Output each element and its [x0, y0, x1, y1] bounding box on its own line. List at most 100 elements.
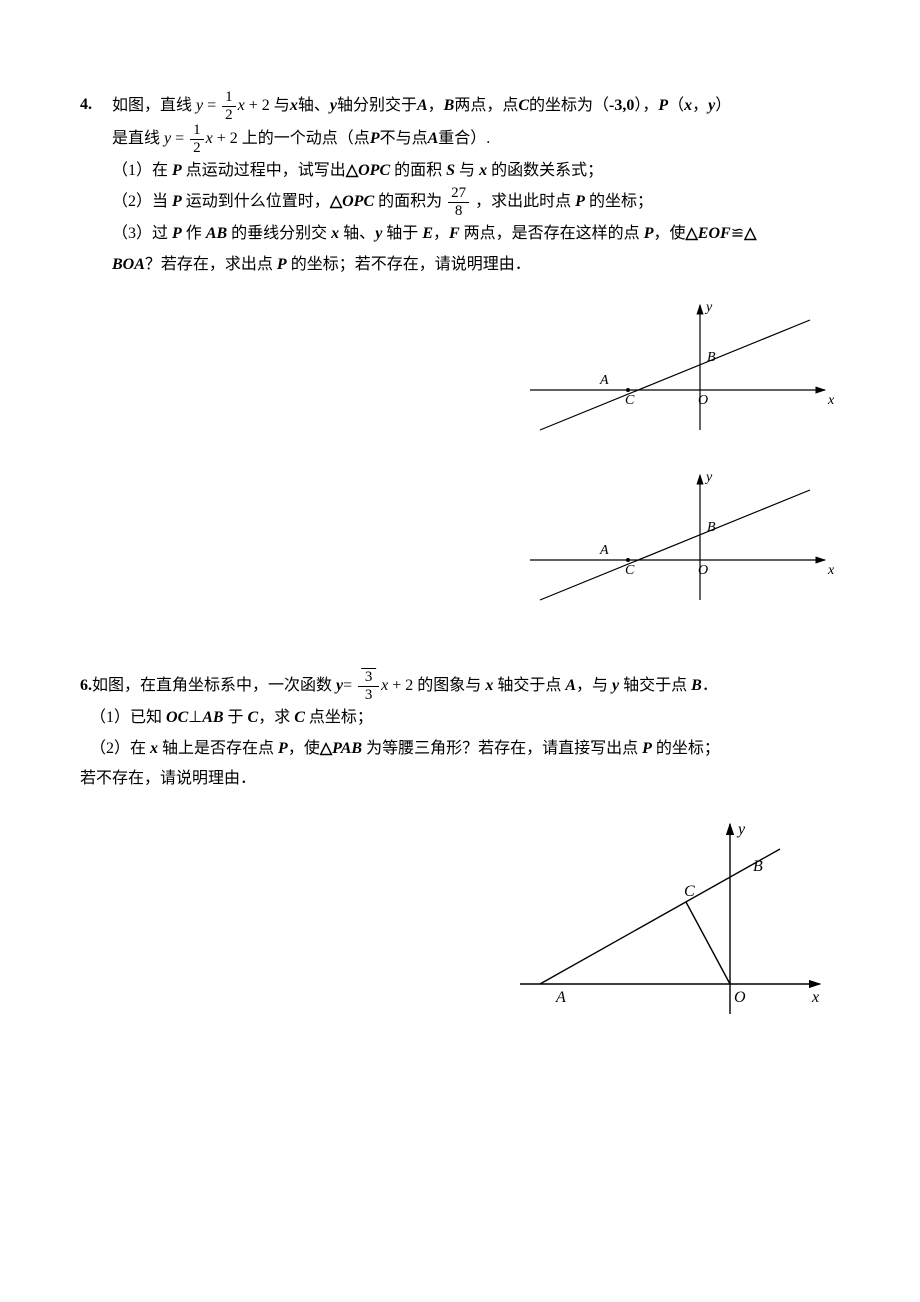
svg-text:A: A: [599, 543, 609, 558]
text: 轴交于点: [619, 677, 691, 694]
text: ，求: [258, 709, 294, 726]
problem-4-line1: 如图，直线 y = 12x + 2 与x轴、y轴分别交于A，B两点，点C的坐标为…: [112, 90, 840, 123]
svg-text:B: B: [707, 520, 716, 535]
problem-4-line2: 是直线 y = 12x + 2 上的一个动点（点P不与点A重合）.: [112, 123, 840, 156]
svg-text:C: C: [625, 393, 635, 408]
text: 的垂线分别交: [227, 225, 331, 242]
text: ，: [433, 225, 449, 242]
text: 2: [222, 107, 236, 123]
text: 轴、: [298, 97, 330, 114]
text: （: [668, 97, 684, 114]
svg-text:B: B: [753, 858, 763, 875]
text: x: [150, 740, 158, 757]
text: 的面积为: [374, 194, 446, 211]
text: 轴上是否存在点: [158, 740, 278, 757]
text: 轴分别交于: [337, 97, 417, 114]
svg-text:x: x: [827, 393, 835, 408]
text: 轴于: [382, 225, 422, 242]
text: P: [575, 194, 585, 211]
text: A: [565, 677, 576, 694]
text: x: [331, 225, 339, 242]
text: OPC: [358, 162, 390, 179]
svg-text:C: C: [625, 563, 635, 578]
text: P: [642, 740, 652, 757]
problem-6-part3: 若不存在，请说明理由．: [80, 764, 840, 794]
problem-4-number: 4.: [80, 90, 112, 120]
text: =: [343, 677, 356, 694]
text: ，求出此时点: [471, 194, 575, 211]
text: 的图象与: [413, 677, 485, 694]
text: ，: [428, 97, 444, 114]
text: △: [744, 225, 756, 242]
text: AB: [206, 225, 227, 242]
text: P: [644, 225, 654, 242]
text: ⊥: [188, 709, 202, 726]
svg-text:x: x: [827, 563, 835, 578]
text: P: [370, 130, 380, 147]
text: + 2: [213, 130, 238, 147]
text: 上的一个动点（点: [242, 130, 370, 147]
text: ，使: [288, 740, 320, 757]
text: P: [172, 225, 182, 242]
text: x: [479, 162, 487, 179]
figure-4b: xyACOB: [510, 460, 840, 610]
text: OC: [166, 709, 188, 726]
svg-text:O: O: [698, 563, 708, 578]
text: 的面积: [390, 162, 446, 179]
text: + 2: [245, 97, 270, 114]
text: ．: [702, 677, 718, 694]
text: B: [691, 677, 702, 694]
text: 于: [224, 709, 248, 726]
text: △: [320, 740, 332, 757]
text: F: [449, 225, 460, 242]
text: x: [290, 97, 298, 114]
text: A: [428, 130, 439, 147]
text: + 2: [388, 677, 413, 694]
text: 的坐标；: [585, 194, 653, 211]
svg-text:x: x: [811, 989, 819, 1006]
text: E: [422, 225, 433, 242]
text: S: [446, 162, 455, 179]
text: 点坐标；: [305, 709, 373, 726]
problem-4: 4. 如图，直线 y = 12x + 2 与x轴、y轴分别交于A，B两点，点C的…: [80, 90, 840, 630]
text: ，: [692, 97, 708, 114]
text: ，使: [653, 225, 685, 242]
text: P: [172, 194, 182, 211]
text: 3: [358, 687, 379, 703]
text: A: [417, 97, 428, 114]
text: （1）在: [112, 162, 172, 179]
text: △: [685, 225, 697, 242]
text: P: [278, 740, 288, 757]
text: EOF: [698, 225, 731, 242]
text: 轴、: [339, 225, 375, 242]
svg-text:C: C: [684, 883, 695, 900]
text: △: [330, 194, 342, 211]
text: 1: [190, 123, 204, 140]
text: 的函数关系式；: [487, 162, 603, 179]
figure-6: xyAOBC: [80, 814, 840, 1024]
text: ），: [634, 97, 658, 114]
text: x: [684, 97, 692, 114]
text: AB: [202, 709, 223, 726]
text: 轴交于点: [493, 677, 565, 694]
text: （1）已知: [90, 709, 166, 726]
text: 的坐标；若不存在，请说明理由．: [287, 256, 531, 273]
text: （2）当: [112, 194, 172, 211]
text: C: [248, 709, 259, 726]
text: 作: [182, 225, 206, 242]
text: 的坐标为（: [529, 97, 609, 114]
text: C: [518, 97, 529, 114]
text: 的坐标；: [652, 740, 720, 757]
text: 运动到什么位置时，: [182, 194, 330, 211]
text: 为等腰三角形？若存在，请直接写出点: [362, 740, 642, 757]
text: 不与点: [380, 130, 428, 147]
text: P: [172, 162, 182, 179]
text: 两点，是否存在这样的点: [460, 225, 644, 242]
text: 2: [190, 140, 204, 156]
text: -3,0: [609, 97, 634, 114]
text: 8: [448, 203, 469, 219]
text: （2）在: [90, 740, 150, 757]
problem-6-part1: （1）已知 OC⊥AB 于 C，求 C 点坐标；: [80, 703, 840, 733]
problem-4-part2: （2）当 P 运动到什么位置时，△OPC 的面积为 278 ，求出此时点 P 的…: [112, 186, 840, 219]
svg-text:O: O: [734, 989, 746, 1006]
